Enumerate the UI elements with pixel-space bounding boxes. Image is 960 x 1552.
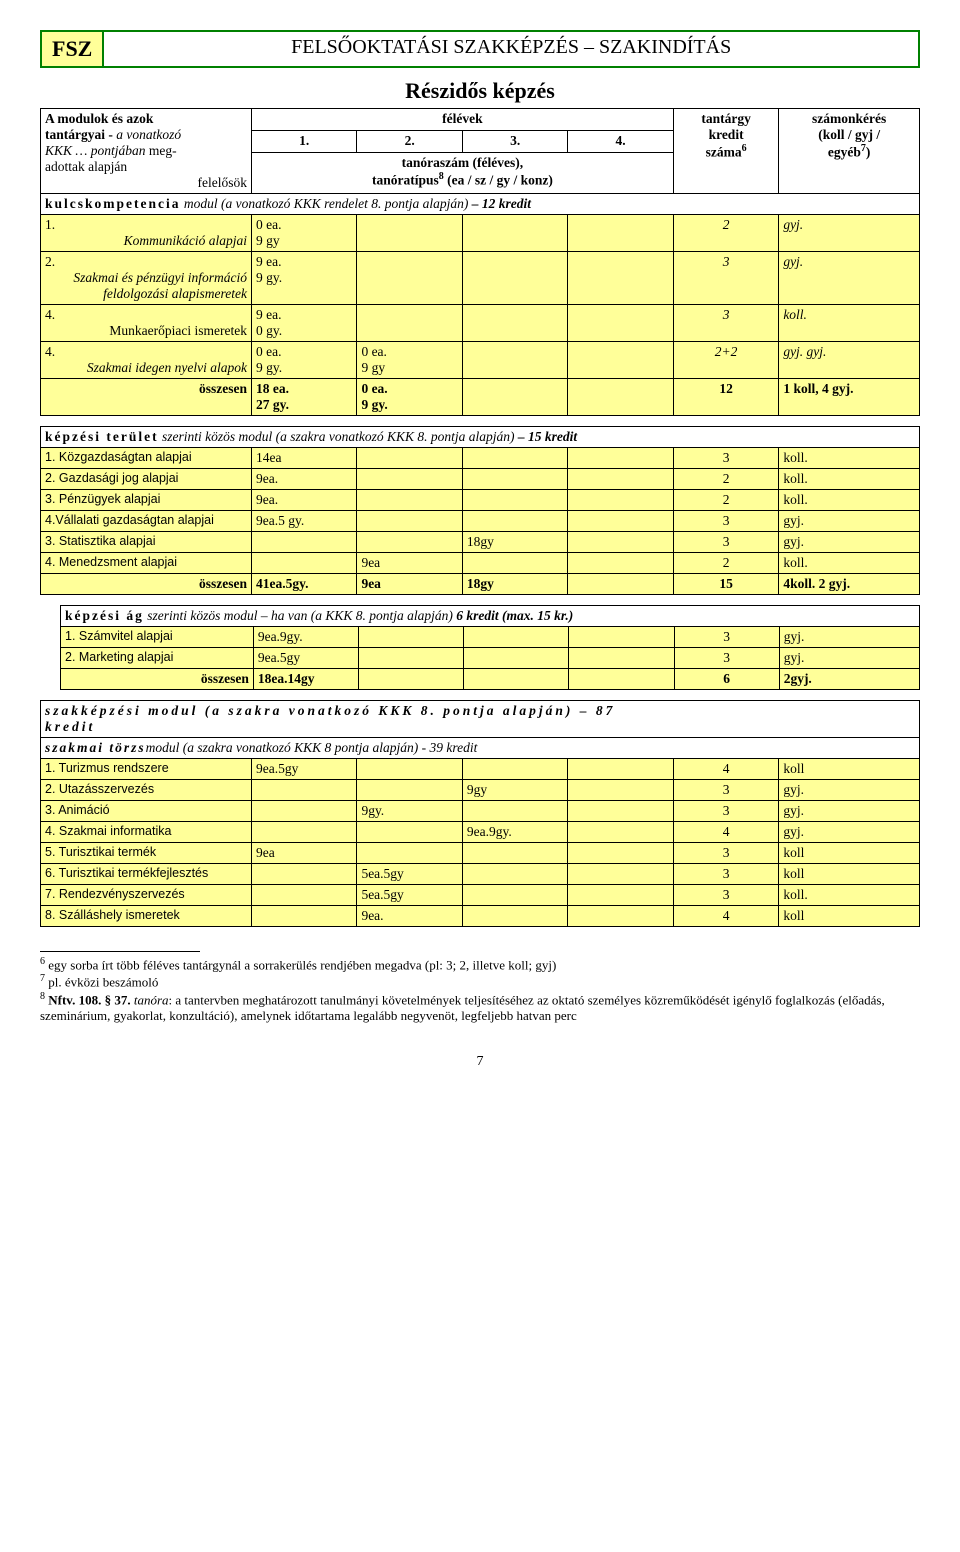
sum-row: összesen 18ea.14gy 6 2gyj. [61, 669, 920, 690]
kepzesi-ag-table: képzési ág szerinti közös modul – ha van… [60, 605, 920, 690]
table-row: 4.Munkaerőpiaci ismeretek 9 ea.0 gy. 3 k… [41, 305, 920, 342]
col-1: 1. [251, 131, 356, 153]
header-title: FELSŐOKTATÁSI SZAKKÉPZÉS – SZAKINDÍTÁS [104, 32, 918, 66]
table-row: 7. Rendezvényszervezés5ea.5gy3koll. [41, 885, 920, 906]
block-d-title2: szakmai törzsmodul (a szakra vonatkozó K… [41, 738, 920, 759]
t3: S [453, 36, 464, 58]
table-row: 4.Vállalati gazdaságtan alapjai9ea.5 gy.… [41, 511, 920, 532]
table-row: 4. Szakmai informatika9ea.9gy.4gyj. [41, 822, 920, 843]
sum-row: összesen 18 ea.27 gy. 0 ea.9 gy. 12 1 ko… [41, 379, 920, 416]
table-row: 2. Marketing alapjai9ea.5gy3gyj. [61, 648, 920, 669]
table-row: 3. Statisztika alapjai18gy3gyj. [41, 532, 920, 553]
t1: F [291, 36, 302, 58]
kulcs-title-row: kulcskompetencia modul (a vonatkozó KKK … [41, 194, 920, 215]
table-row: 4. Menedzsment alapjai9ea2koll. [41, 553, 920, 574]
table-row: 2.Szakmai és pénzügyi információ feldolg… [41, 252, 920, 305]
col-4: 4. [568, 131, 673, 153]
col-3: 3. [462, 131, 567, 153]
szamonkeres-header: számonkérés (koll / gyj / egyéb7) [779, 109, 920, 194]
modules-label: A modulok és azok tantárgyai - a vonatko… [41, 109, 252, 194]
section-title: Részidős képzés [40, 78, 920, 104]
page-header: FSZ FELSŐOKTATÁSI SZAKKÉPZÉS – SZAKINDÍT… [40, 30, 920, 68]
table-row: 6. Turisztikai termékfejlesztés5ea.5gy3k… [41, 864, 920, 885]
table-row: 2. Utazásszervezés9gy3gyj. [41, 780, 920, 801]
szakkepzesi-modul-table: szakképzési modul (a szakra vonatkozó KK… [40, 700, 920, 927]
table-row: 4.Szakmai idegen nyelvi alapok 0 ea.9 gy… [41, 342, 920, 379]
table-row: 3. Animáció9gy.3gyj. [41, 801, 920, 822]
kulcskompetencia-table: A modulok és azok tantárgyai - a vonatko… [40, 108, 920, 416]
table-row: 1.Kommunikáció alapjai 0 ea.9 gy 2 gyj. [41, 215, 920, 252]
t4: ZAKKÉPZÉS – SZAKINDÍTÁS [465, 36, 732, 58]
block-c-title: képzési ág szerinti közös modul – ha van… [61, 606, 920, 627]
table-row: 1. Turizmus rendszere9ea.5gy4koll [41, 759, 920, 780]
table-row: 3. Pénzügyek alapjai9ea.2koll. [41, 490, 920, 511]
tanora-header: tanóraszám (féléves), tanóratípus8 (ea /… [251, 153, 673, 194]
footnotes: 6 egy sorba írt több féléves tantárgynál… [40, 951, 920, 1024]
t2: ELSŐOKTATÁSI [302, 36, 453, 58]
block-d-title1: szakképzési modul (a szakra vonatkozó KK… [41, 701, 920, 738]
sum-row: összesen 41ea.5gy. 9ea 18gy 15 4koll. 2 … [41, 574, 920, 595]
fsz-badge: FSZ [42, 32, 104, 66]
kepzesi-terulet-table: képzési terület szerinti közös modul (a … [40, 426, 920, 595]
page-number: 7 [40, 1054, 920, 1070]
table-row: 1. Számvitel alapjai9ea.9gy.3gyj. [61, 627, 920, 648]
block-b-title: képzési terület szerinti közös modul (a … [41, 427, 920, 448]
col-2: 2. [357, 131, 462, 153]
felevek-header: félévek [251, 109, 673, 131]
table-row: 2. Gazdasági jog alapjai9ea.2koll. [41, 469, 920, 490]
table-row: 1. Közgazdaságtan alapjai14ea3koll. [41, 448, 920, 469]
table-row: 8. Szálláshely ismeretek9ea.4koll [41, 906, 920, 927]
table-row: 5. Turisztikai termék9ea3koll [41, 843, 920, 864]
kredit-header: tantárgy kredit száma6 [673, 109, 778, 194]
